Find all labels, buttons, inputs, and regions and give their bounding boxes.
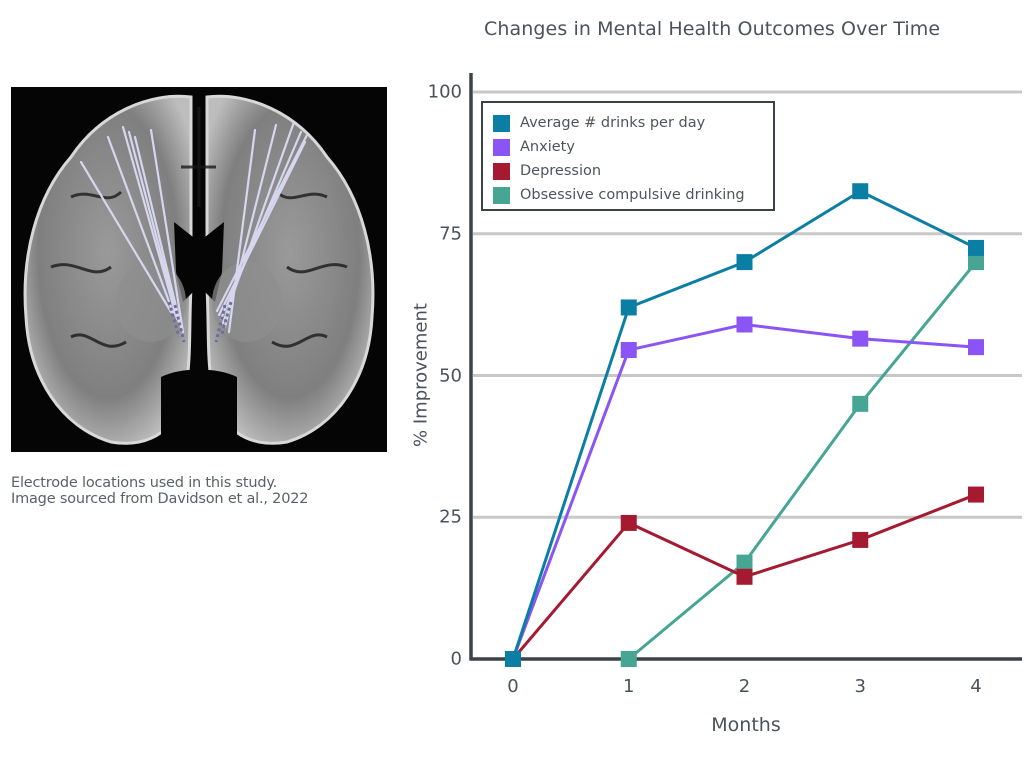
legend-swatch-icon: [493, 186, 510, 204]
y-tick-label: 0: [450, 648, 462, 670]
data-point-marker: [852, 395, 869, 412]
caption-line-1: Electrode locations used in this study.: [11, 475, 278, 491]
legend-label: Average # drinks per day: [520, 115, 706, 131]
legend-item-anxiety: Anxiety: [493, 135, 773, 159]
data-point-marker: [505, 651, 521, 667]
gridlines: [473, 90, 1022, 519]
x-tick-label: 2: [738, 676, 751, 697]
legend-swatch-icon: [493, 138, 510, 156]
y-axis-label: % Improvement: [410, 303, 432, 447]
x-tick-label: 0: [507, 676, 519, 697]
brain-mri-image: [11, 87, 387, 452]
y-tick-label: 50: [439, 365, 462, 386]
y-tick-label: 75: [439, 223, 462, 245]
data-point-marker: [620, 299, 637, 316]
data-point-marker: [736, 254, 753, 271]
axes: [469, 73, 1022, 661]
data-point-marker: [968, 486, 984, 503]
legend-item-ocd: Obsessive compulsive drinking: [493, 183, 773, 207]
data-point-marker: [852, 330, 869, 347]
legend-swatch-icon: [493, 162, 510, 180]
y-tick-label: 100: [427, 81, 462, 103]
x-axis-label: Months: [711, 714, 781, 736]
x-tick-label: 4: [970, 676, 982, 697]
x-tick-label: 1: [623, 676, 635, 697]
x-tick-label: 3: [854, 676, 866, 697]
image-caption: Electrode locations used in this study. …: [11, 475, 401, 507]
data-point-marker: [852, 531, 869, 548]
legend-label: Anxiety: [520, 139, 575, 155]
data-point-marker: [968, 239, 984, 256]
legend-item-avg-drinks: Average # drinks per day: [493, 111, 773, 135]
data-point-marker: [620, 514, 637, 531]
legend-label: Depression: [520, 163, 602, 179]
data-point-marker: [852, 183, 869, 200]
caption-line-2: Image sourced from Davidson et al., 2022: [11, 491, 309, 507]
chart-legend: Average # drinks per day Anxiety Depress…: [481, 101, 775, 211]
data-point-marker: [968, 339, 984, 356]
series-markers: [505, 183, 984, 667]
legend-item-depression: Depression: [493, 159, 773, 183]
legend-label: Obsessive compulsive drinking: [520, 187, 745, 203]
data-point-marker: [736, 316, 753, 333]
data-point-marker: [620, 651, 637, 667]
data-point-marker: [968, 254, 984, 271]
legend-swatch-icon: [493, 114, 510, 132]
chart-title: Changes in Mental Health Outcomes Over T…: [484, 18, 941, 40]
data-point-marker: [736, 554, 753, 571]
data-point-marker: [736, 568, 753, 585]
brain-illustration: [11, 87, 387, 452]
data-point-marker: [620, 341, 637, 358]
y-tick-label: 25: [439, 506, 462, 528]
